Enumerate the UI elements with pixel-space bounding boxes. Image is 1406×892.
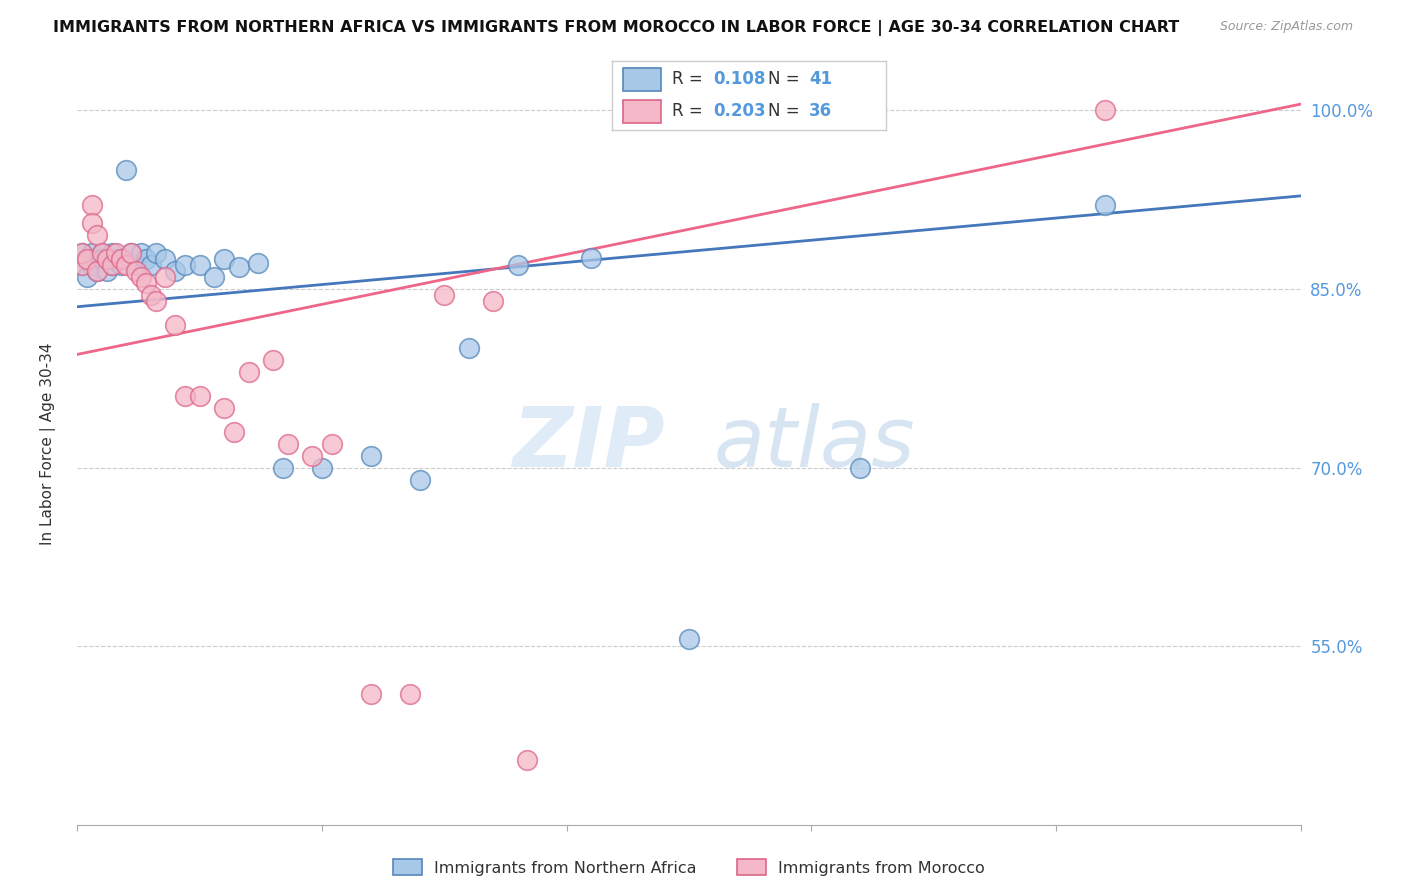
Point: [212, 401, 235, 415]
Point: [155, 252, 177, 266]
Text: 0.203: 0.203: [713, 103, 766, 120]
Point: [90, 246, 112, 260]
Point: [76, 252, 98, 266]
Point: [678, 632, 700, 647]
Text: IMMIGRANTS FROM NORTHERN AFRICA VS IMMIGRANTS FROM MOROCCO IN LABOR FORCE | AGE : IMMIGRANTS FROM NORTHERN AFRICA VS IMMIG…: [53, 20, 1180, 36]
Text: 41: 41: [808, 70, 832, 88]
Point: [70, 246, 93, 260]
Point: [100, 246, 122, 260]
Point: [110, 252, 132, 266]
Point: [90, 252, 112, 266]
Point: [457, 342, 479, 356]
Point: [96, 252, 118, 266]
Point: [70, 246, 93, 260]
Point: [80, 246, 103, 260]
Point: [100, 258, 122, 272]
Point: [145, 293, 167, 308]
Point: [135, 276, 157, 290]
Text: N =: N =: [768, 103, 804, 120]
Point: [129, 246, 152, 260]
Point: [115, 258, 138, 272]
Text: R =: R =: [672, 70, 709, 88]
Point: [135, 252, 157, 266]
Text: ZIP: ZIP: [512, 403, 665, 484]
Point: [271, 460, 294, 475]
Point: [155, 269, 177, 284]
Point: [409, 473, 432, 487]
Point: [202, 269, 225, 284]
Point: [262, 353, 284, 368]
Point: [311, 460, 333, 475]
Point: [247, 255, 270, 269]
Point: [120, 246, 142, 260]
Point: [139, 288, 162, 302]
Text: Source: ZipAtlas.com: Source: ZipAtlas.com: [1219, 20, 1353, 33]
Point: [70, 258, 93, 272]
Point: [188, 258, 211, 272]
Point: [110, 258, 132, 272]
Point: [86, 264, 108, 278]
Point: [360, 687, 382, 701]
Point: [96, 252, 118, 266]
Point: [120, 246, 142, 260]
Point: [212, 252, 235, 266]
Point: [1094, 198, 1116, 212]
Point: [360, 449, 382, 463]
Point: [321, 437, 343, 451]
Point: [76, 269, 98, 284]
Text: N =: N =: [768, 70, 804, 88]
Point: [188, 389, 211, 403]
Point: [165, 264, 187, 278]
Point: [516, 753, 538, 767]
Text: 0.108: 0.108: [713, 70, 765, 88]
Point: [96, 264, 118, 278]
Text: R =: R =: [672, 103, 709, 120]
Point: [222, 425, 245, 439]
Point: [399, 687, 422, 701]
Point: [228, 260, 250, 275]
Point: [277, 437, 299, 451]
Point: [105, 252, 128, 266]
Point: [76, 252, 98, 266]
Point: [86, 252, 108, 266]
Point: [482, 293, 505, 308]
Point: [301, 449, 323, 463]
Point: [1094, 103, 1116, 117]
FancyBboxPatch shape: [623, 68, 661, 91]
Point: [433, 288, 456, 302]
Point: [86, 228, 108, 243]
Point: [579, 251, 602, 265]
Legend: Immigrants from Northern Africa, Immigrants from Morocco: Immigrants from Northern Africa, Immigra…: [387, 853, 991, 882]
Point: [506, 258, 529, 272]
Point: [125, 264, 148, 278]
Y-axis label: In Labor Force | Age 30-34: In Labor Force | Age 30-34: [41, 343, 56, 545]
Point: [129, 269, 152, 284]
Point: [174, 389, 197, 403]
Text: 36: 36: [808, 103, 832, 120]
Point: [238, 365, 260, 379]
Point: [165, 318, 187, 332]
Point: [86, 264, 108, 278]
FancyBboxPatch shape: [623, 100, 661, 123]
Point: [105, 246, 128, 260]
Point: [80, 198, 103, 212]
Point: [849, 460, 872, 475]
Text: atlas: atlas: [713, 403, 915, 484]
Point: [100, 258, 122, 272]
Point: [115, 162, 138, 177]
Point: [174, 258, 197, 272]
Point: [125, 258, 148, 272]
Point: [139, 258, 162, 272]
Point: [90, 246, 112, 260]
Point: [70, 258, 93, 272]
Point: [80, 216, 103, 230]
Point: [80, 258, 103, 272]
Point: [145, 246, 167, 260]
